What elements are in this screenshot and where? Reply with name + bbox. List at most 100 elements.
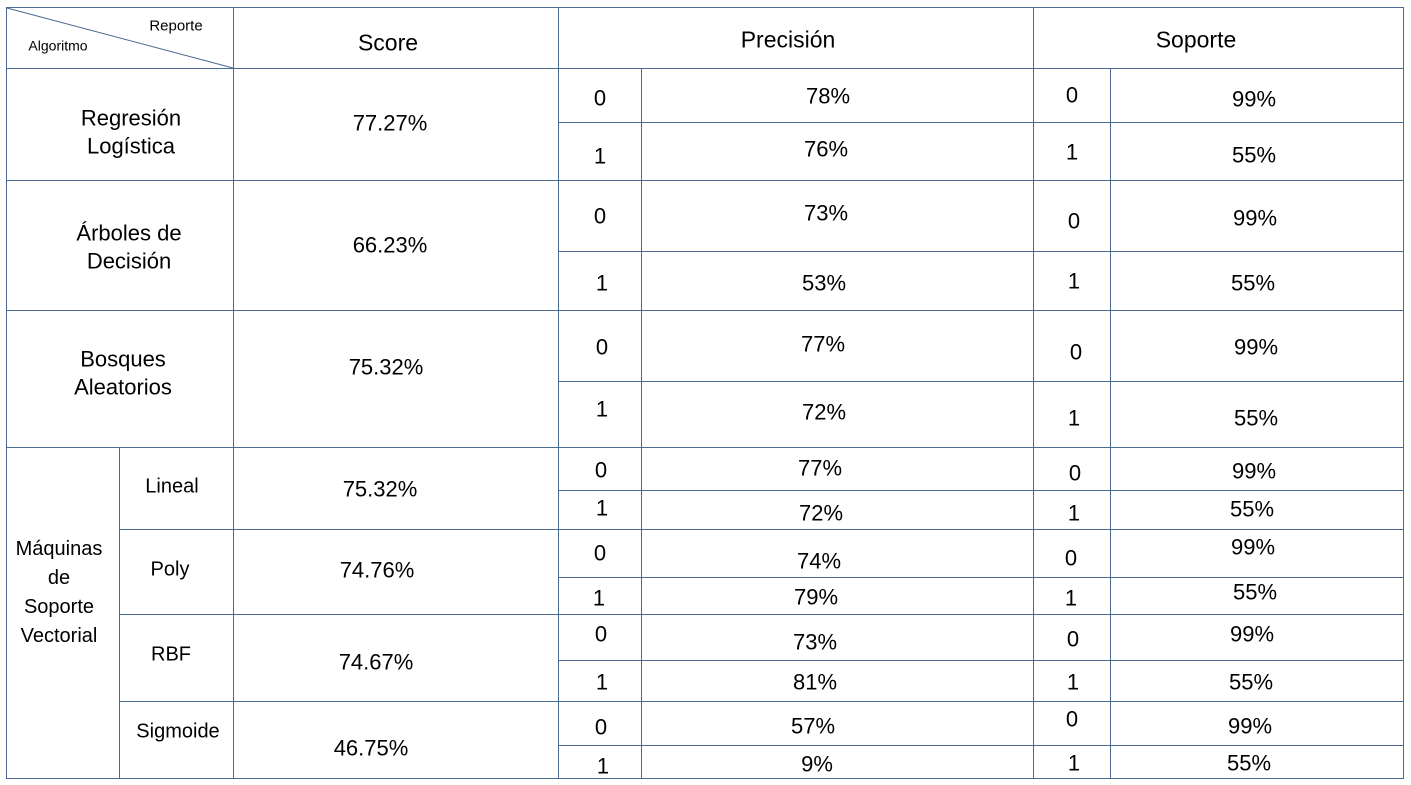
kernel-name: Poly [150, 558, 190, 581]
soporte-class: 0 [1067, 208, 1081, 234]
column-divider [233, 7, 234, 778]
table-border-bottom [6, 778, 1404, 779]
precision-class: 0 [594, 457, 608, 483]
kernel-divider [119, 701, 1404, 702]
score-value: 75.32% [342, 476, 418, 502]
soporte-class: 0 [1068, 460, 1082, 486]
soporte-value: 99% [1230, 534, 1276, 560]
soporte-class: 1 [1066, 669, 1080, 695]
row-divider [6, 180, 1404, 181]
soporte-value: 55% [1226, 750, 1272, 776]
class-split-line [558, 660, 1404, 661]
score-value: 75.32% [348, 354, 424, 380]
precision-class: 0 [595, 334, 609, 360]
soporte-value: 55% [1230, 270, 1276, 296]
precision-value: 57% [790, 713, 836, 739]
kernel-name: Sigmoide [136, 720, 220, 743]
table-border-right [1403, 7, 1404, 778]
precision-class: 1 [595, 669, 609, 695]
header-precision: Precisión [740, 26, 836, 53]
precision-value: 76% [803, 136, 849, 162]
soporte-class: 1 [1064, 585, 1078, 611]
precision-class: 1 [592, 585, 606, 611]
soporte-class: 1 [1067, 750, 1081, 776]
class-split-line [558, 577, 1404, 578]
soporte-class: 0 [1065, 706, 1079, 732]
precision-value: 77% [797, 455, 843, 481]
soporte-class: 1 [1067, 405, 1081, 431]
precision-value: 53% [801, 270, 847, 296]
row-divider [6, 310, 1404, 311]
kernel-divider [119, 529, 1404, 530]
score-value: 46.75% [333, 735, 409, 761]
soporte-value: 55% [1232, 579, 1278, 605]
column-divider [558, 7, 559, 778]
soporte-value: 55% [1228, 669, 1274, 695]
soporte-class: 0 [1065, 82, 1079, 108]
precision-class: 1 [593, 143, 607, 169]
score-value: 77.27% [352, 110, 428, 136]
algorithm-name: Regresión Logística [80, 105, 182, 159]
class-divider [641, 68, 642, 778]
row-divider [6, 447, 1404, 448]
precision-value: 72% [801, 399, 847, 425]
kernel-divider [119, 614, 1404, 615]
class-divider [1110, 68, 1111, 778]
kernel-name: RBF [151, 643, 191, 666]
column-divider [1033, 7, 1034, 778]
score-value: 74.76% [339, 557, 415, 583]
soporte-class: 0 [1069, 339, 1083, 365]
precision-value: 72% [798, 500, 844, 526]
corner-diagonal-line [6, 7, 234, 69]
table-border-top [6, 7, 1404, 8]
precision-class: 0 [593, 203, 607, 229]
precision-value: 9% [801, 751, 833, 777]
score-value: 74.67% [338, 649, 414, 675]
header-soporte: Soporte [1155, 26, 1237, 53]
precision-class: 0 [594, 714, 608, 740]
class-split-line [558, 122, 1404, 123]
soporte-value: 55% [1231, 142, 1277, 168]
soporte-class: 1 [1065, 139, 1079, 165]
header-bottom-line [6, 68, 1404, 69]
precision-class: 1 [595, 270, 609, 296]
soporte-value: 99% [1232, 205, 1278, 231]
table-border-left [6, 7, 7, 778]
precision-value: 79% [793, 584, 839, 610]
soporte-value: 55% [1233, 405, 1279, 431]
soporte-value: 55% [1229, 496, 1275, 522]
soporte-class: 0 [1066, 626, 1080, 652]
corner-label-reporte: Reporte [149, 17, 203, 35]
precision-value: 81% [792, 669, 838, 695]
soporte-value: 99% [1227, 713, 1273, 739]
soporte-value: 99% [1229, 621, 1275, 647]
precision-value: 74% [796, 548, 842, 574]
precision-class: 1 [595, 396, 609, 422]
class-split-line [558, 381, 1404, 382]
soporte-class: 1 [1067, 500, 1081, 526]
svm-group-divider [119, 447, 120, 778]
header-score: Score [357, 29, 419, 56]
class-split-line [558, 745, 1404, 746]
soporte-class: 0 [1064, 545, 1078, 571]
score-value: 66.23% [352, 232, 428, 258]
precision-class: 0 [594, 621, 608, 647]
soporte-value: 99% [1233, 334, 1279, 360]
class-split-line [558, 251, 1404, 252]
corner-label-algoritmo: Algoritmo [28, 37, 88, 54]
kernel-name: Lineal [145, 475, 199, 498]
class-split-line [558, 490, 1404, 491]
precision-class: 0 [593, 85, 607, 111]
soporte-value: 99% [1231, 86, 1277, 112]
precision-value: 73% [792, 629, 838, 655]
algorithm-name: Bosques Aleatorios [74, 346, 172, 400]
soporte-class: 1 [1067, 268, 1081, 294]
precision-class: 1 [596, 753, 610, 779]
precision-value: 77% [800, 331, 846, 357]
precision-class: 1 [595, 495, 609, 521]
soporte-value: 99% [1231, 458, 1277, 484]
precision-class: 0 [593, 540, 607, 566]
algorithm-name: Árboles de Decisión [76, 220, 182, 274]
svm-group-label: Máquinas de Soporte Vectorial [15, 538, 103, 647]
